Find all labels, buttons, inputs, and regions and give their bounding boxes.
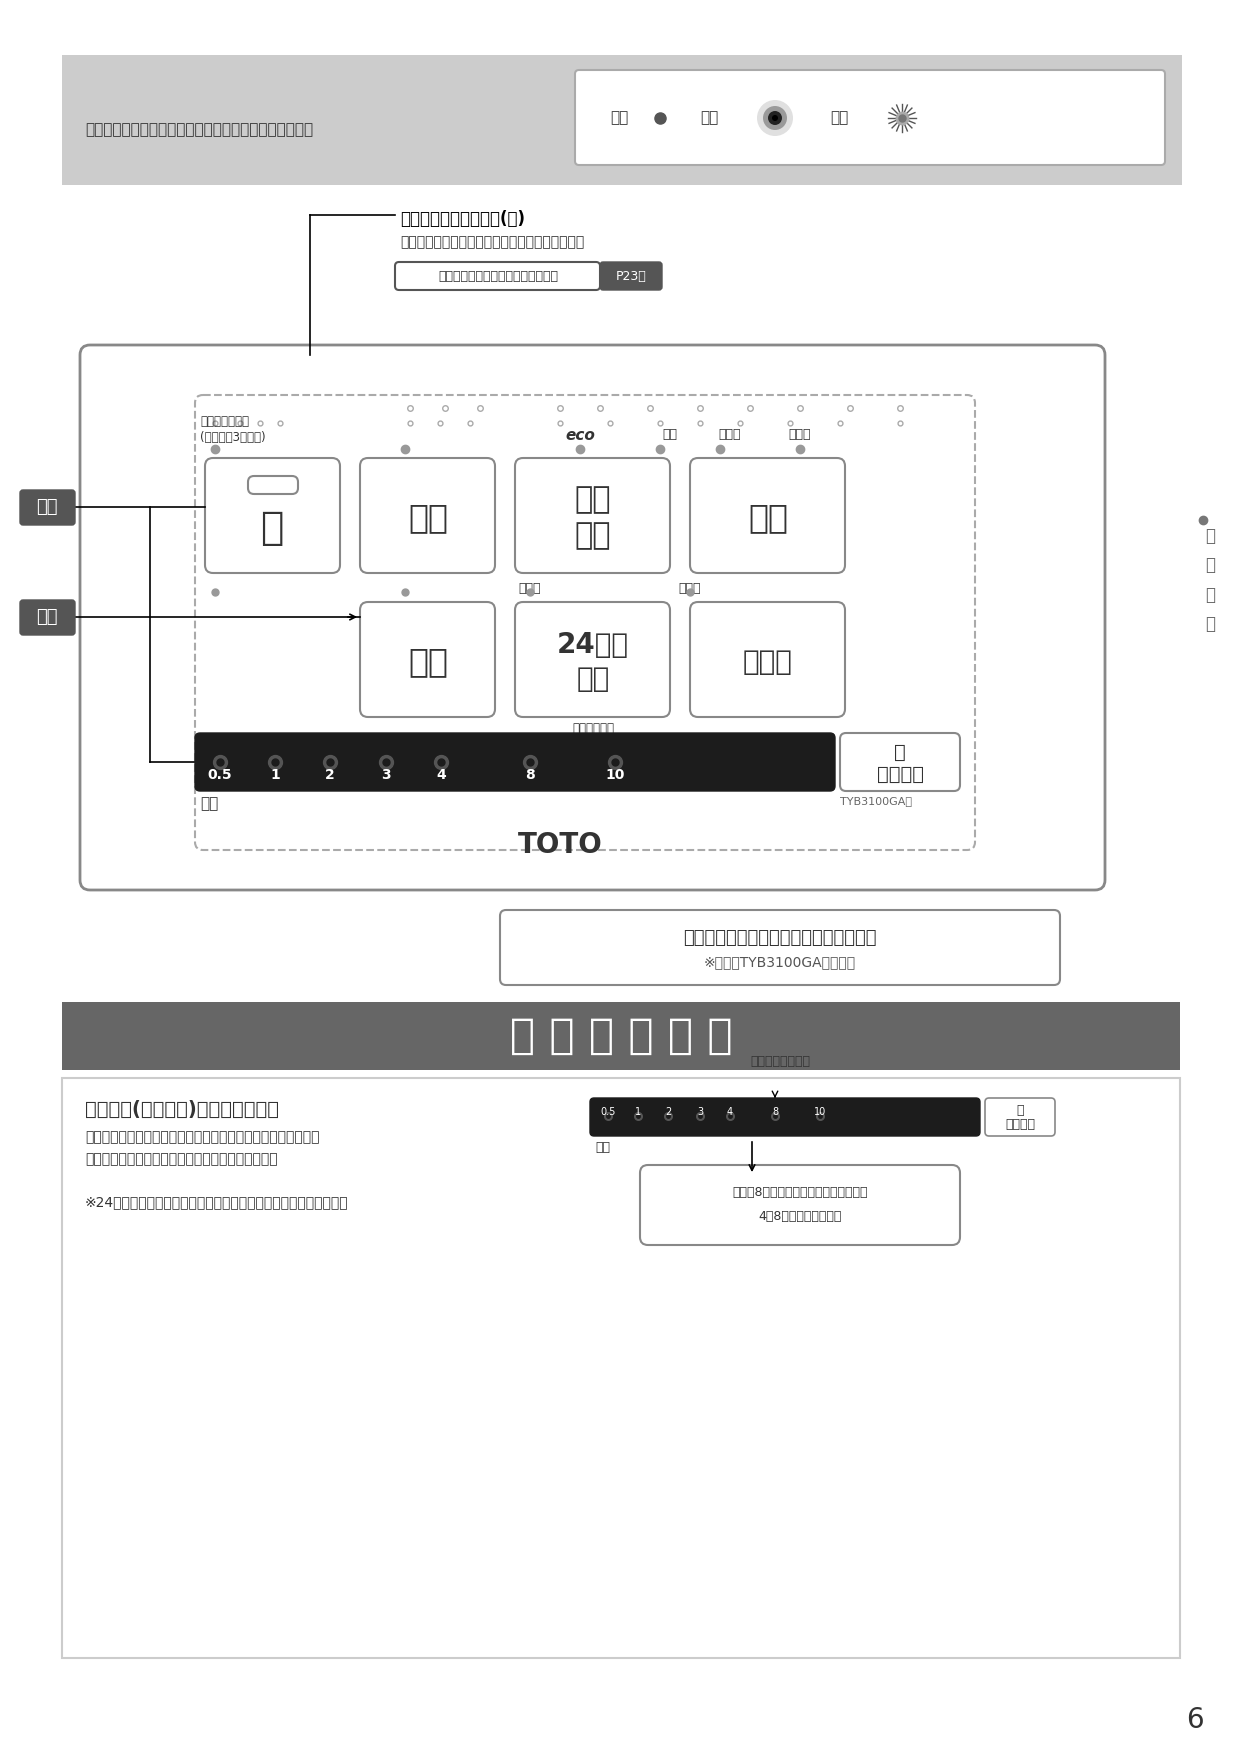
- Text: 4: 4: [436, 768, 446, 782]
- Text: 2: 2: [665, 1107, 671, 1117]
- Text: 8: 8: [773, 1107, 777, 1117]
- Text: 定期的なお手入れをご覧ください。: 定期的なお手入れをご覧ください。: [438, 270, 558, 282]
- Text: TYB3100GA型: TYB3100GA型: [839, 796, 911, 807]
- Text: 8: 8: [525, 768, 534, 782]
- Text: この取扱説明書では、ランプと表示を図のように表示。: この取扱説明書では、ランプと表示を図のように表示。: [86, 123, 314, 137]
- Text: 運 転 時 間 設 定: 運 転 時 間 設 定: [510, 1016, 733, 1058]
- Text: タイマー(運転時間)を設定します。: タイマー(運転時間)を設定します。: [86, 1100, 279, 1119]
- Text: 3: 3: [697, 1107, 703, 1117]
- Circle shape: [763, 105, 787, 130]
- Text: ※24時間換気運転は、タイマー（運転時間）の設定ができません。: ※24時間換気運転は、タイマー（運転時間）の設定ができません。: [86, 1194, 348, 1209]
- Circle shape: [768, 111, 782, 125]
- Circle shape: [756, 100, 794, 137]
- Text: ※図は、TYB3100GA型です。: ※図は、TYB3100GA型です。: [704, 954, 856, 968]
- Text: 使
い
か
た: 使 い か た: [1205, 528, 1215, 633]
- Text: 切タイマーランプ: 切タイマーランプ: [750, 1054, 810, 1068]
- FancyBboxPatch shape: [839, 733, 960, 791]
- FancyBboxPatch shape: [689, 458, 844, 574]
- FancyBboxPatch shape: [205, 458, 340, 574]
- Text: 時間: 時間: [200, 796, 218, 810]
- Text: 2: 2: [325, 768, 335, 782]
- FancyBboxPatch shape: [20, 600, 74, 635]
- FancyBboxPatch shape: [515, 458, 670, 574]
- FancyBboxPatch shape: [360, 602, 495, 717]
- Text: 10: 10: [813, 1107, 826, 1117]
- Bar: [62, 54, 1182, 184]
- Text: 点灯: 点灯: [701, 111, 718, 126]
- Text: 押すごとに切タイマーランプ（運転時間）表示が切り替わる。: 押すごとに切タイマーランプ（運転時間）表示が切り替わる。: [86, 1130, 320, 1144]
- Circle shape: [773, 116, 777, 121]
- FancyBboxPatch shape: [600, 261, 662, 289]
- Text: 一時止: 一時止: [678, 582, 702, 595]
- FancyBboxPatch shape: [20, 489, 74, 524]
- FancyBboxPatch shape: [640, 1165, 960, 1245]
- Text: 停止: 停止: [36, 498, 58, 516]
- Text: 運転: 運転: [36, 609, 58, 626]
- Text: 6: 6: [1187, 1707, 1204, 1735]
- Text: シリーズ名はリモコンで確認できます。: シリーズ名はリモコンで確認できます。: [683, 930, 877, 947]
- Text: 4～8時間後に運転停止: 4～8時間後に運転停止: [759, 1210, 842, 1224]
- Text: 切
タイマー: 切 タイマー: [1004, 1103, 1035, 1131]
- FancyBboxPatch shape: [575, 70, 1166, 165]
- Text: 止: 止: [260, 509, 284, 547]
- Text: フィルター清掛
(リセット3秒押し): フィルター清掛 (リセット3秒押し): [200, 416, 265, 444]
- Text: 0.5: 0.5: [207, 768, 232, 782]
- Text: 標準: 標準: [662, 428, 677, 440]
- Bar: [62, 1079, 1180, 1658]
- Text: 衣類
举燥: 衣類 举燥: [575, 486, 611, 551]
- FancyBboxPatch shape: [195, 395, 975, 851]
- FancyBboxPatch shape: [985, 1098, 1055, 1137]
- Text: 消灯: 消灯: [610, 111, 629, 126]
- Text: 入浴中: 入浴中: [719, 428, 742, 440]
- Text: 設定した運転時間が終了すると運転を停止します。: 設定した運転時間が終了すると運転を停止します。: [86, 1152, 278, 1166]
- FancyBboxPatch shape: [81, 346, 1105, 889]
- Text: 24時間
換気: 24時間 換気: [557, 631, 629, 693]
- Text: 時間: 時間: [595, 1142, 610, 1154]
- FancyBboxPatch shape: [500, 910, 1060, 986]
- Bar: [62, 1002, 1180, 1070]
- Text: 入浴前: 入浴前: [789, 428, 811, 440]
- Text: 4: 4: [727, 1107, 733, 1117]
- FancyBboxPatch shape: [396, 261, 600, 289]
- Text: 一時止: 一時止: [743, 647, 792, 675]
- Text: フィルターお手入れをおすすめするサインです。: フィルターお手入れをおすすめするサインです。: [401, 235, 584, 249]
- Text: 3: 3: [381, 768, 391, 782]
- FancyBboxPatch shape: [248, 475, 298, 495]
- Text: 10: 10: [605, 768, 625, 782]
- Text: P23へ: P23へ: [615, 270, 646, 282]
- Text: 換気: 換気: [408, 502, 448, 535]
- Text: TOTO: TOTO: [517, 831, 603, 859]
- FancyBboxPatch shape: [360, 458, 495, 574]
- Text: 切
タイマー: 切 タイマー: [877, 742, 924, 784]
- Text: 1: 1: [635, 1107, 641, 1117]
- Text: 例：「8」のランプが点灯しているとき: 例：「8」のランプが点灯しているとき: [733, 1186, 868, 1200]
- Text: 暖房: 暖房: [748, 502, 787, 535]
- FancyBboxPatch shape: [590, 1098, 980, 1137]
- FancyBboxPatch shape: [689, 602, 844, 717]
- Text: 涼風: 涼風: [408, 645, 448, 679]
- Text: 1: 1: [270, 768, 280, 782]
- FancyBboxPatch shape: [515, 602, 670, 717]
- Text: eco: eco: [565, 428, 595, 444]
- Text: 運転中: 運転中: [518, 582, 541, 595]
- Text: フィルター清掛ランプ(赤): フィルター清掛ランプ(赤): [401, 210, 525, 228]
- Text: 解除３秒押し: 解除３秒押し: [572, 723, 614, 735]
- Text: 点滅: 点滅: [830, 111, 848, 126]
- Text: 0.5: 0.5: [600, 1107, 616, 1117]
- FancyBboxPatch shape: [195, 733, 835, 791]
